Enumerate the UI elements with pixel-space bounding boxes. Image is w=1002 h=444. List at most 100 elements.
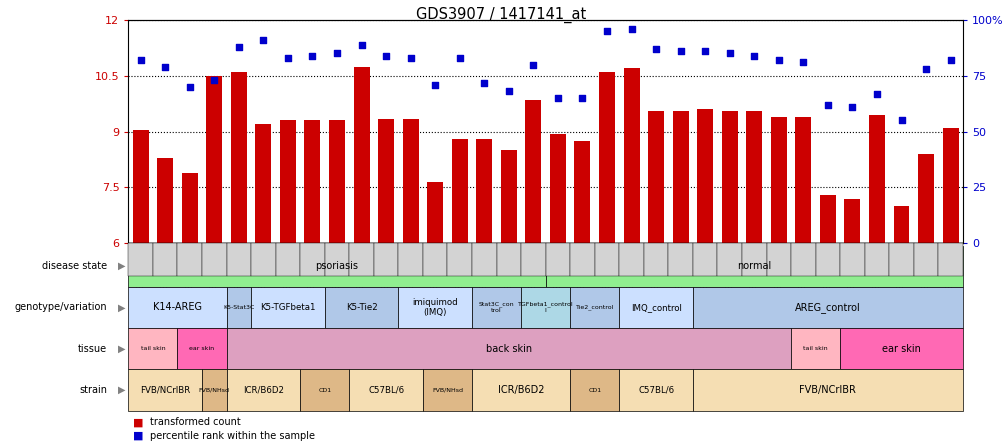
Text: FVB/NHsd: FVB/NHsd [198,388,229,392]
Point [525,61,541,68]
Text: C57BL/6: C57BL/6 [637,385,673,395]
Text: FVB/NCrIBR: FVB/NCrIBR [799,385,856,395]
Text: IMQ_control: IMQ_control [630,303,680,312]
Point [181,83,197,91]
Bar [549,134,565,243]
Bar [795,117,811,243]
Point [647,45,663,52]
Bar [329,120,345,243]
Bar [696,109,712,243]
Text: ▶: ▶ [117,385,125,395]
Bar [917,154,933,243]
Text: C57BL/6: C57BL/6 [368,385,404,395]
Text: imiquimod
(IMQ): imiquimod (IMQ) [412,298,458,317]
Bar [132,130,148,243]
Bar [844,198,860,243]
Point [157,63,173,71]
Point [868,90,884,97]
Point [574,95,590,102]
Bar [574,141,590,243]
Point [329,50,345,57]
Point [893,117,909,124]
Text: transformed count: transformed count [150,417,240,428]
Text: ICR/B6D2: ICR/B6D2 [497,385,544,395]
Point [305,52,321,59]
Text: tail skin: tail skin [140,346,165,351]
Bar [378,119,394,243]
Point [819,101,835,108]
Point [549,95,565,102]
Bar [721,111,736,243]
Text: disease state: disease state [42,261,107,271]
Text: K5-Stat3C: K5-Stat3C [222,305,255,310]
Text: AREG_control: AREG_control [795,302,860,313]
Bar [476,139,492,243]
Text: CD1: CD1 [318,388,331,392]
Text: GDS3907 / 1417141_at: GDS3907 / 1417141_at [416,7,586,23]
Bar [598,72,614,243]
Text: ▶: ▶ [117,344,125,354]
Bar [623,68,639,243]
Text: Tie2_control: Tie2_control [575,305,613,310]
Bar [771,117,786,243]
Text: psoriasis: psoriasis [316,261,358,271]
Text: percentile rank within the sample: percentile rank within the sample [150,431,316,441]
Text: ear skin: ear skin [189,346,214,351]
Text: tissue: tissue [78,344,107,354]
Point [280,55,296,62]
Text: K14-AREG: K14-AREG [153,302,201,313]
Text: ▶: ▶ [117,302,125,313]
Bar [525,100,541,243]
Bar [305,120,320,243]
Bar [647,111,663,243]
Text: normal: normal [736,261,771,271]
Text: back skin: back skin [485,344,531,354]
Bar [672,111,688,243]
Point [623,25,639,32]
Point [206,77,222,84]
Point [476,79,492,86]
Text: genotype/variation: genotype/variation [15,302,107,313]
Bar [206,76,222,243]
Text: TGFbeta1_control
l: TGFbeta1_control l [517,302,573,313]
Bar [402,119,418,243]
Point [844,103,860,111]
Bar [893,206,909,243]
Point [378,52,394,59]
Bar [868,115,884,243]
Point [942,57,958,64]
Point [500,88,516,95]
Point [598,28,614,35]
Text: ear skin: ear skin [881,344,920,354]
Bar [427,182,443,243]
Text: tail skin: tail skin [803,346,827,351]
Bar [745,111,762,243]
Bar [157,158,173,243]
Text: ■: ■ [133,417,143,428]
Point [402,55,418,62]
Point [770,57,786,64]
Point [132,57,148,64]
Bar [256,124,272,243]
Point [795,59,811,66]
Text: strain: strain [79,385,107,395]
Point [917,66,933,73]
Bar [280,120,296,243]
Text: FVB/NHsd: FVB/NHsd [432,388,463,392]
Bar [354,67,369,243]
Bar [451,139,467,243]
Text: ▶: ▶ [117,261,125,271]
Bar [500,150,516,243]
Text: Stat3C_con
trol: Stat3C_con trol [478,302,514,313]
Bar [230,72,246,243]
Point [451,55,467,62]
Text: ICR/B6D2: ICR/B6D2 [242,385,284,395]
Text: K5-Tie2: K5-Tie2 [346,303,377,312]
Text: FVB/NCrIBR: FVB/NCrIBR [140,385,190,395]
Point [672,48,688,55]
Bar [181,173,197,243]
Text: CD1: CD1 [587,388,600,392]
Text: K5-TGFbeta1: K5-TGFbeta1 [260,303,316,312]
Point [353,41,369,48]
Text: ■: ■ [133,431,143,441]
